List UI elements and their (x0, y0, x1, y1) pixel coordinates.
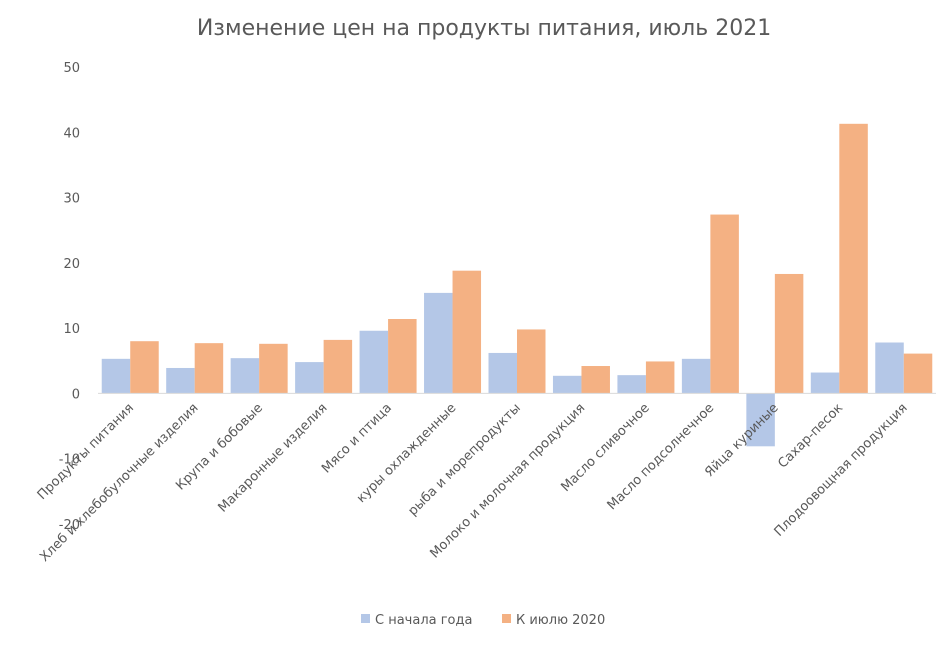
bar-yoy-1 (194, 343, 224, 394)
bar-ytd-0 (101, 358, 131, 394)
legend-label-ytd: С начала года (375, 613, 472, 628)
bars-group (101, 123, 933, 447)
bar-yoy-12 (903, 353, 933, 394)
bar-yoy-11 (839, 123, 868, 394)
bar-ytd-1 (166, 367, 195, 394)
bar-ytd-11 (810, 372, 840, 394)
x-category-label: Масло подсолнечное (605, 401, 718, 514)
bar-ytd-9 (681, 358, 711, 394)
y-tick-label: -20 (59, 518, 80, 533)
legend-swatch-yoy (502, 614, 511, 623)
y-axis-ticks: -20 -10 0 10 20 30 40 50 (59, 61, 80, 533)
bar-yoy-7 (581, 366, 610, 394)
bar-yoy-6 (517, 329, 546, 394)
bar-yoy-8 (645, 361, 675, 394)
bar-yoy-2 (259, 343, 288, 394)
bar-yoy-9 (710, 214, 739, 394)
y-tick-label: 0 (72, 387, 80, 402)
y-tick-label: 40 (63, 126, 80, 141)
bar-yoy-3 (323, 339, 353, 394)
y-tick-label: 30 (63, 192, 80, 207)
bar-ytd-10 (746, 393, 775, 447)
bar-yoy-10 (774, 273, 804, 394)
legend: С начала года К июлю 2020 (361, 613, 605, 628)
x-category-label: Сахар-песок (775, 401, 846, 472)
y-tick-label: 10 (63, 322, 80, 337)
bar-yoy-5 (452, 270, 482, 394)
bar-ytd-12 (875, 342, 904, 394)
bar-ytd-3 (295, 362, 324, 394)
bar-ytd-4 (359, 330, 389, 394)
bar-ytd-6 (488, 352, 517, 394)
bar-ytd-2 (230, 358, 260, 394)
chart-title: Изменение цен на продукты питания, июль … (197, 16, 771, 41)
bar-ytd-7 (552, 375, 582, 394)
y-tick-label: -10 (59, 453, 80, 468)
bar-ytd-8 (617, 375, 646, 394)
legend-swatch-ytd (361, 614, 370, 623)
legend-label-yoy: К июлю 2020 (516, 613, 605, 628)
y-tick-label: 20 (63, 257, 80, 272)
x-category-label: рыба и морепродукты (406, 401, 524, 519)
bar-ytd-5 (424, 292, 453, 394)
bar-yoy-0 (130, 341, 159, 394)
x-category-label: Плодоовощная продукция (772, 401, 911, 540)
x-category-label: Макаронные изделия (216, 401, 331, 516)
y-tick-label: 50 (63, 61, 80, 76)
bar-yoy-4 (388, 319, 417, 394)
